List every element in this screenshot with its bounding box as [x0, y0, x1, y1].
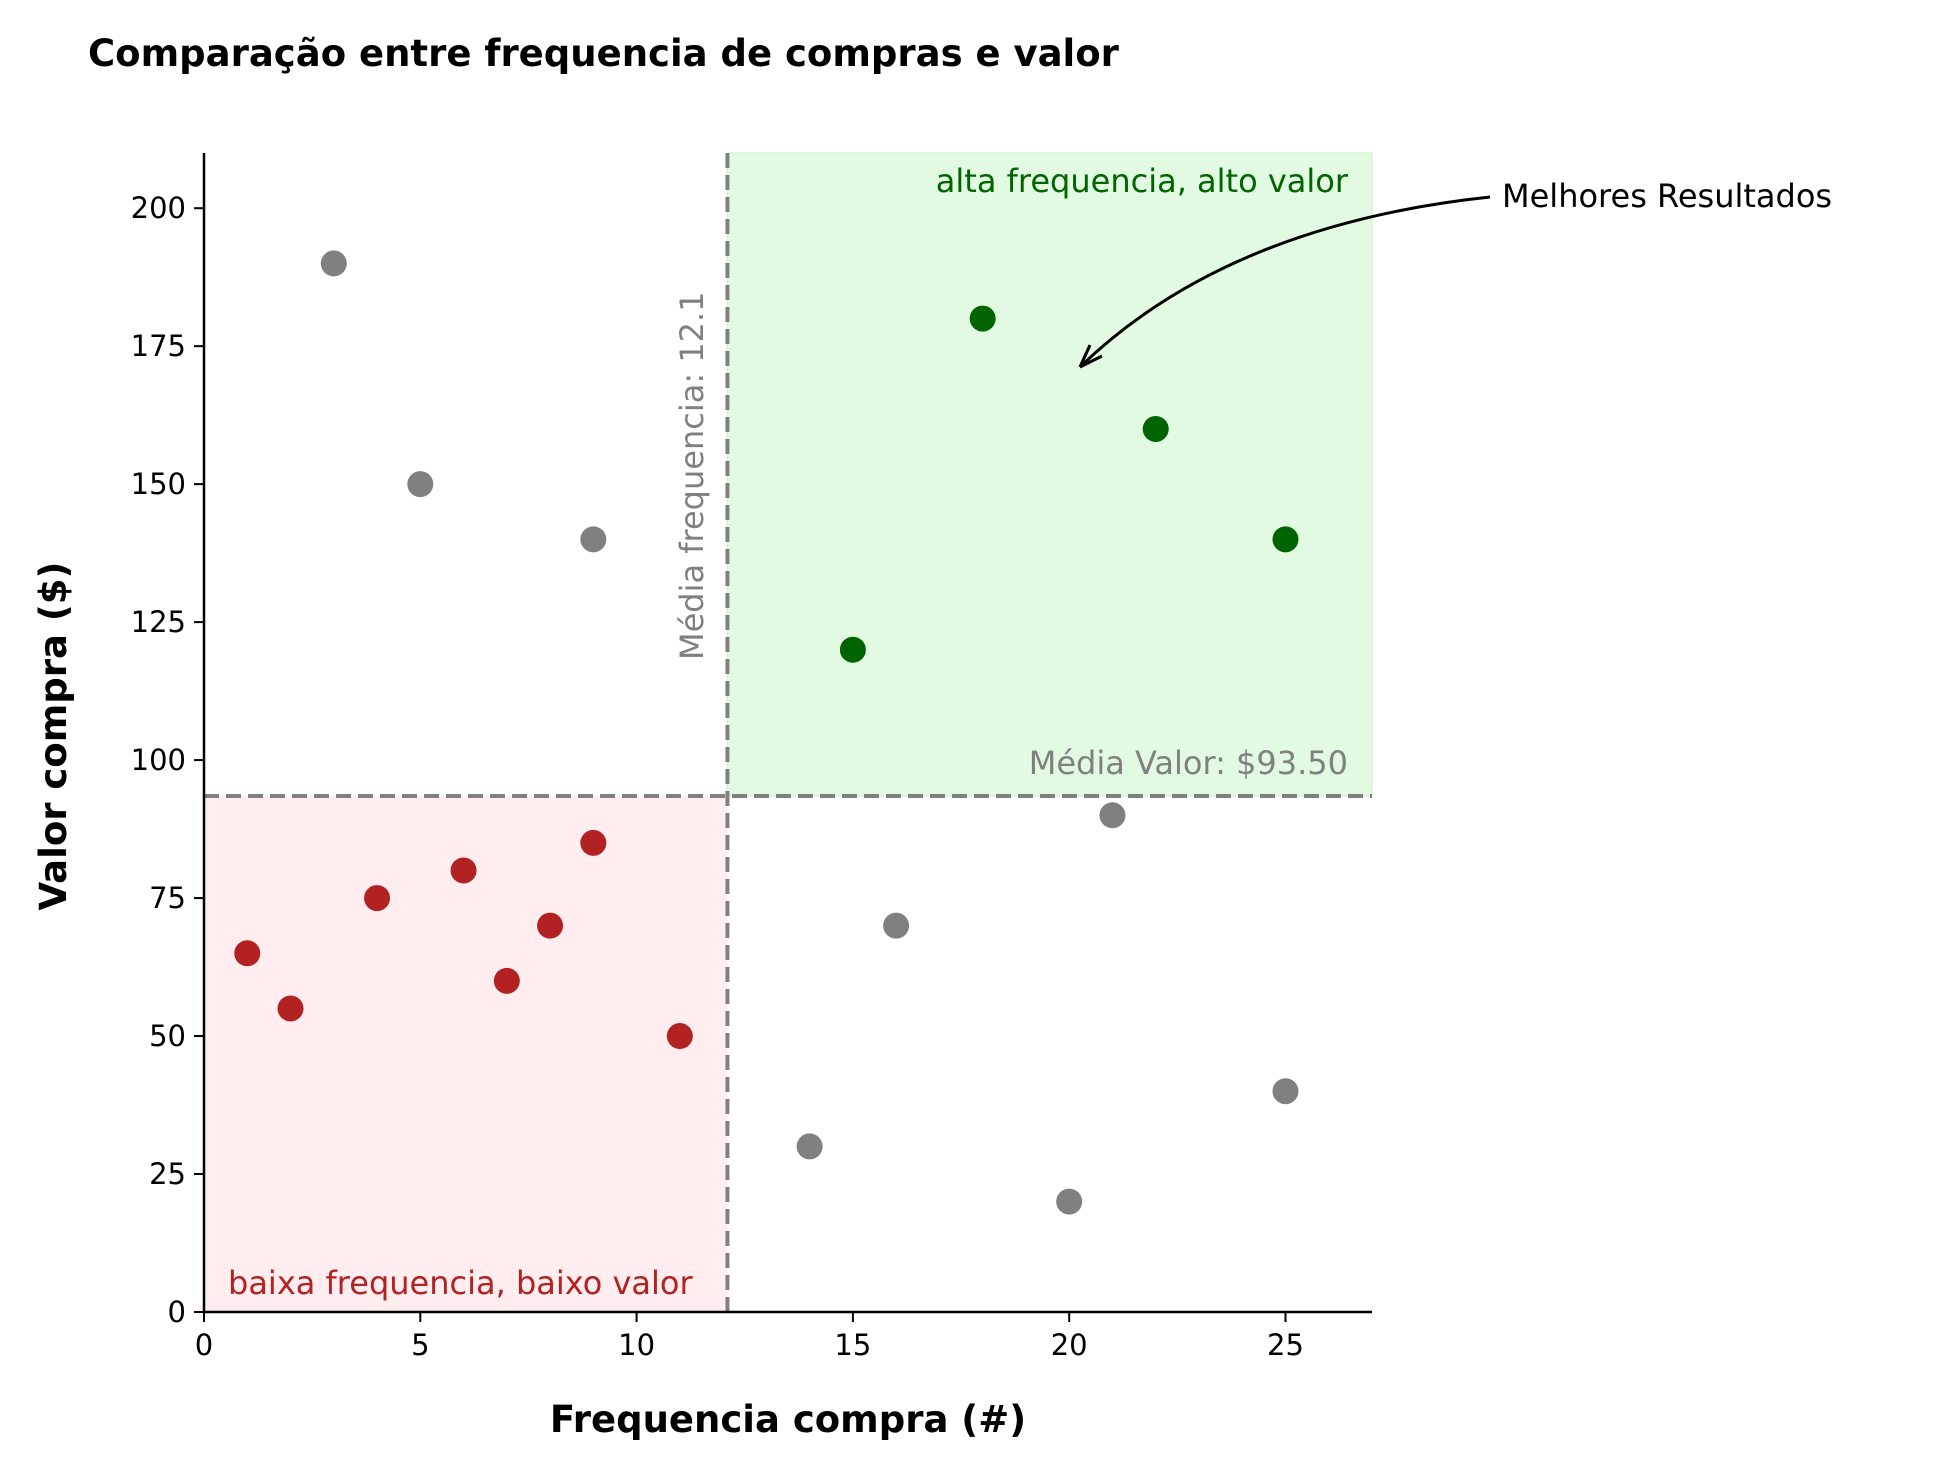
data-points: [234, 250, 1299, 1215]
data-point-other: [580, 526, 607, 553]
annotation-text: Melhores Resultados: [1502, 177, 1832, 215]
mean-lines: [204, 153, 1372, 1312]
quadrant-regions: [204, 152, 1373, 1312]
data-point-low: [364, 885, 391, 912]
data-point-other: [407, 471, 434, 498]
mean-frequency-label: Média frequencia: 12.1: [673, 291, 711, 660]
data-point-low: [234, 940, 261, 967]
y-tick-label: 200: [131, 191, 186, 225]
y-tick-label: 0: [168, 1295, 186, 1329]
annotation-arrow: [1078, 195, 1491, 369]
data-point-high: [969, 305, 996, 332]
y-tick-label: 100: [131, 743, 186, 777]
mean-value-label: Média Valor: $93.50: [1029, 744, 1348, 782]
data-point-other: [796, 1133, 823, 1160]
data-point-low: [277, 995, 304, 1022]
data-point-low: [450, 857, 477, 884]
data-point-low: [580, 829, 607, 856]
x-tick-label: 0: [195, 1328, 213, 1362]
data-point-other: [1056, 1188, 1083, 1215]
data-point-other: [883, 912, 910, 939]
y-tick-label: 75: [149, 881, 186, 915]
data-point-high: [839, 636, 866, 663]
y-tick-label: 175: [131, 329, 186, 363]
low-quadrant-label: baixa frequencia, baixo valor: [228, 1264, 693, 1302]
chart-title: Comparação entre frequencia de compras e…: [88, 32, 1120, 75]
x-tick-label: 10: [618, 1328, 655, 1362]
x-tick-label: 5: [411, 1328, 429, 1362]
y-tick-label: 50: [149, 1019, 186, 1053]
data-point-other: [320, 250, 347, 277]
y-tick-label: 25: [149, 1157, 186, 1191]
data-point-high: [1142, 415, 1169, 442]
data-point-other: [1099, 802, 1126, 829]
data-point-low: [666, 1023, 693, 1050]
high-quadrant-region: [726, 152, 1373, 797]
high-quadrant-label: alta frequencia, alto valor: [936, 162, 1349, 200]
x-tick-label: 20: [1051, 1328, 1088, 1362]
data-point-high: [1272, 526, 1299, 553]
data-point-low: [537, 912, 564, 939]
y-tick-label: 125: [131, 605, 186, 639]
y-tick-label: 150: [131, 467, 186, 501]
data-point-low: [493, 967, 520, 994]
x-axis-label: Frequencia compra (#): [550, 1398, 1026, 1441]
data-point-other: [1272, 1078, 1299, 1105]
annotation-arrowhead: [1078, 344, 1103, 369]
ticks: 0 5 10 15 20 25 0 25 50 75 100 125 150 175 200: [131, 191, 1304, 1362]
x-tick-label: 25: [1267, 1328, 1304, 1362]
y-axis-label: Valor compra ($): [32, 562, 75, 911]
x-tick-label: 15: [834, 1328, 871, 1362]
